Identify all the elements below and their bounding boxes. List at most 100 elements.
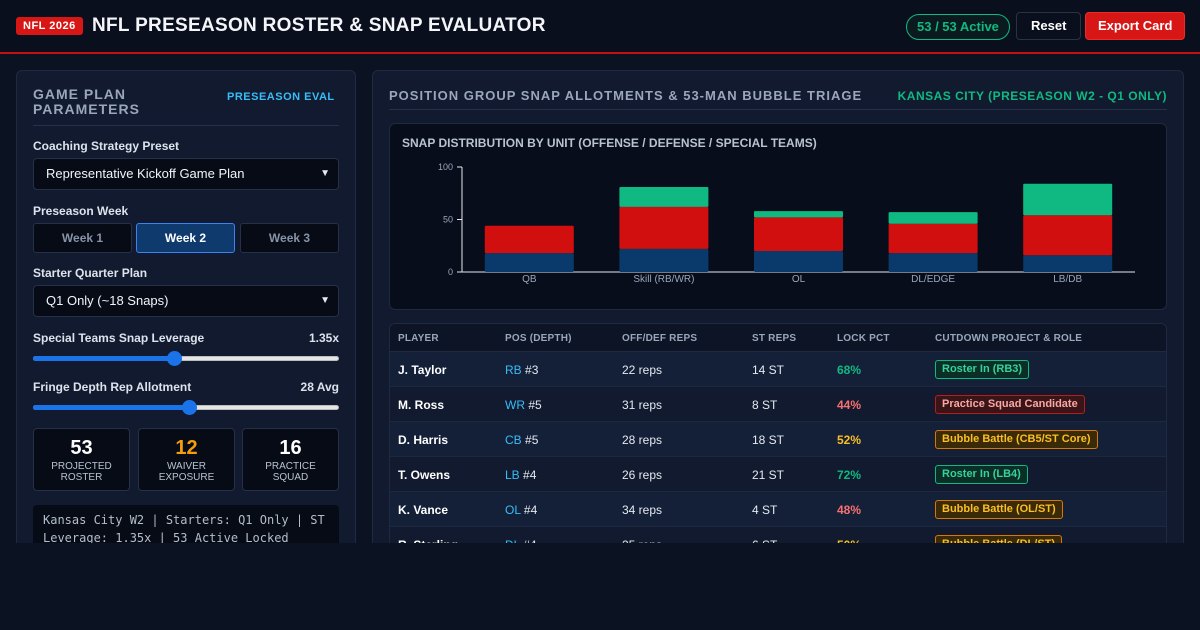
bar-segment[interactable] [1023,183,1113,216]
bar-segment[interactable] [484,225,574,254]
table-row[interactable]: M. Ross WR #5 31 reps 8 ST 44% Practice Squad… [390,387,1166,422]
lock-pct: 50% [837,538,861,543]
off-def-reps: 22 reps [622,363,663,377]
table-row[interactable]: K. Vance OL #4 34 reps 4 ST 48% Bubble Battle… [390,492,1166,527]
chart-title: SNAP DISTRIBUTION BY UNIT (OFFENSE / DEF… [402,136,817,150]
col-st-reps[interactable]: ST REPS [752,333,797,344]
lock-pct: 68% [837,363,862,377]
lock-pct: 52% [837,433,862,447]
y-tick-label: 100 [438,162,453,172]
st-leverage-value: 1.35x [308,331,339,345]
position-code: WR [505,398,525,412]
depth-rank: #3 [525,363,539,377]
divider [33,125,339,126]
strategy-select[interactable]: Representative Kickoff Game Plan ▼ [33,158,339,190]
table-header: PLAYER POS (DEPTH) OFF/DEF REPS ST REPS … [390,324,1166,352]
st-reps: 14 ST [752,363,785,377]
bar-segment[interactable] [888,212,978,224]
chart-canvas: 0 50 100 QB Skill (RB/WR) OL DL/EDGE LB/DB [438,162,1135,285]
week-1-button[interactable]: Week 1 [33,223,132,253]
y-tick-label: 50 [443,215,453,225]
stat-value: 53 [70,437,93,459]
depth-rank: #5 [525,433,539,447]
waiver-exposure-card: 12 WAIVER EXPOSURE [138,428,235,491]
off-def-reps: 25 reps [622,538,662,543]
week-2-button[interactable]: Week 2 [136,223,235,253]
player-name: K. Vance [398,503,449,517]
player-name: D. Harris [398,433,449,447]
fringe-reps-value: 28 Avg [300,380,339,394]
reset-button[interactable]: Reset [1016,12,1082,40]
stat-label: PROJECTED ROSTER [51,461,112,483]
col-position[interactable]: POS (DEPTH) [505,333,572,344]
col-reps[interactable]: OFF/DEF REPS [622,333,698,344]
panel-tag: PRESEASON EVAL [227,91,335,103]
player-position: RB #3 [505,363,538,377]
panel-title: GAME PLAN PARAMETERS [33,86,140,117]
table-row[interactable]: J. Taylor RB #3 22 reps 14 ST 68% Roster In (… [390,352,1166,387]
snap-distribution-chart: 0 50 100 QB Skill (RB/WR) OL DL/EDGE LB/DB SNAP… [389,123,1167,310]
app-title: NFL PRESEASON ROSTER & SNAP EVALUATOR [92,15,546,36]
st-leverage-label: Special Teams Snap Leverage [33,331,205,345]
table-row[interactable]: D. Harris CB #5 28 reps 18 ST 52% Bubble Batt… [390,422,1166,457]
divider [389,109,1167,110]
off-def-reps: 31 reps [622,398,663,412]
week-3-button[interactable]: Week 3 [240,223,339,253]
starter-plan-select-value: Q1 Only (~18 Snaps) [46,293,169,308]
stat-label: WAIVER EXPOSURE [158,461,215,483]
player-name: J. Taylor [398,363,447,377]
bar-segment[interactable] [619,206,709,249]
strategy-select-value: Representative Kickoff Game Plan [46,166,245,181]
bar-segment[interactable] [754,211,843,218]
off-def-reps: 26 reps [622,468,663,482]
st-reps: 6 ST [752,538,777,543]
bar-segment[interactable] [888,223,978,254]
st-leverage-slider[interactable] [33,350,339,366]
bar-segment[interactable] [619,186,709,207]
st-reps: 21 ST [752,468,785,482]
stat-value: 16 [279,437,302,459]
bar-segment[interactable] [888,253,978,272]
bar-segment[interactable] [619,248,709,272]
chevron-down-icon: ▼ [320,295,330,306]
bar-segment[interactable] [1023,255,1113,272]
col-cutdown-role[interactable]: CUTDOWN PROJECT & ROLE [935,333,1083,344]
fringe-reps-slider[interactable] [33,399,339,415]
player-position: CB #5 [505,433,538,447]
player-position: LB #4 [505,468,536,482]
team-context-tag: KANSAS CITY (PRESEASON W2 - Q1 ONLY) [897,89,1167,103]
x-tick-label: DL/EDGE [911,274,955,285]
table-row[interactable]: R. Sterling DL #4 25 reps 6 ST 50% Bubble Bat… [390,527,1166,543]
chevron-down-icon: ▼ [320,168,330,179]
bar-segment[interactable] [484,253,574,272]
projected-roster-card: 53 PROJECTED ROSTER [33,428,130,491]
game-plan-panel: GAME PLAN PARAMETERS PRESEASON EVAL Coac… [16,70,356,543]
player-name: M. Ross [398,398,445,412]
lock-pct: 72% [837,468,862,482]
export-card-button[interactable]: Export Card [1085,12,1186,40]
off-def-reps: 34 reps [622,503,663,517]
depth-rank: #4 [523,538,536,543]
slider-thumb[interactable] [182,400,198,415]
x-tick-label: LB/DB [1053,274,1082,285]
starter-plan-select[interactable]: Q1 Only (~18 Snaps) ▼ [33,285,339,317]
slider-fill [33,356,174,361]
slider-thumb[interactable] [166,351,182,366]
table-row[interactable]: T. Owens LB #4 26 reps 21 ST 72% Roster In (L… [390,457,1166,492]
st-reps: 8 ST [752,398,778,412]
st-reps: 4 ST [752,503,778,517]
bar-segment[interactable] [1023,215,1113,256]
snap-allotment-panel: POSITION GROUP SNAP ALLOTMENTS & 53-MAN … [372,70,1184,543]
week-toggle-group: Week 1 Week 2 Week 3 [33,223,339,253]
position-code: LB [505,468,520,482]
panel-title: POSITION GROUP SNAP ALLOTMENTS & 53-MAN … [389,88,863,103]
bar-segment[interactable] [754,217,843,251]
season-badge: NFL 2026 [16,17,83,35]
cutdown-role-badge: Practice Squad Candidate [935,395,1085,414]
player-position: OL #4 [505,503,537,517]
fringe-reps-label: Fringe Depth Rep Allotment [33,380,192,394]
bar-segment[interactable] [754,251,843,272]
col-lock-pct[interactable]: LOCK PCT [837,333,890,344]
col-player[interactable]: PLAYER [398,333,439,344]
main-stage: GAME PLAN PARAMETERS PRESEASON EVAL Coac… [0,54,1200,543]
